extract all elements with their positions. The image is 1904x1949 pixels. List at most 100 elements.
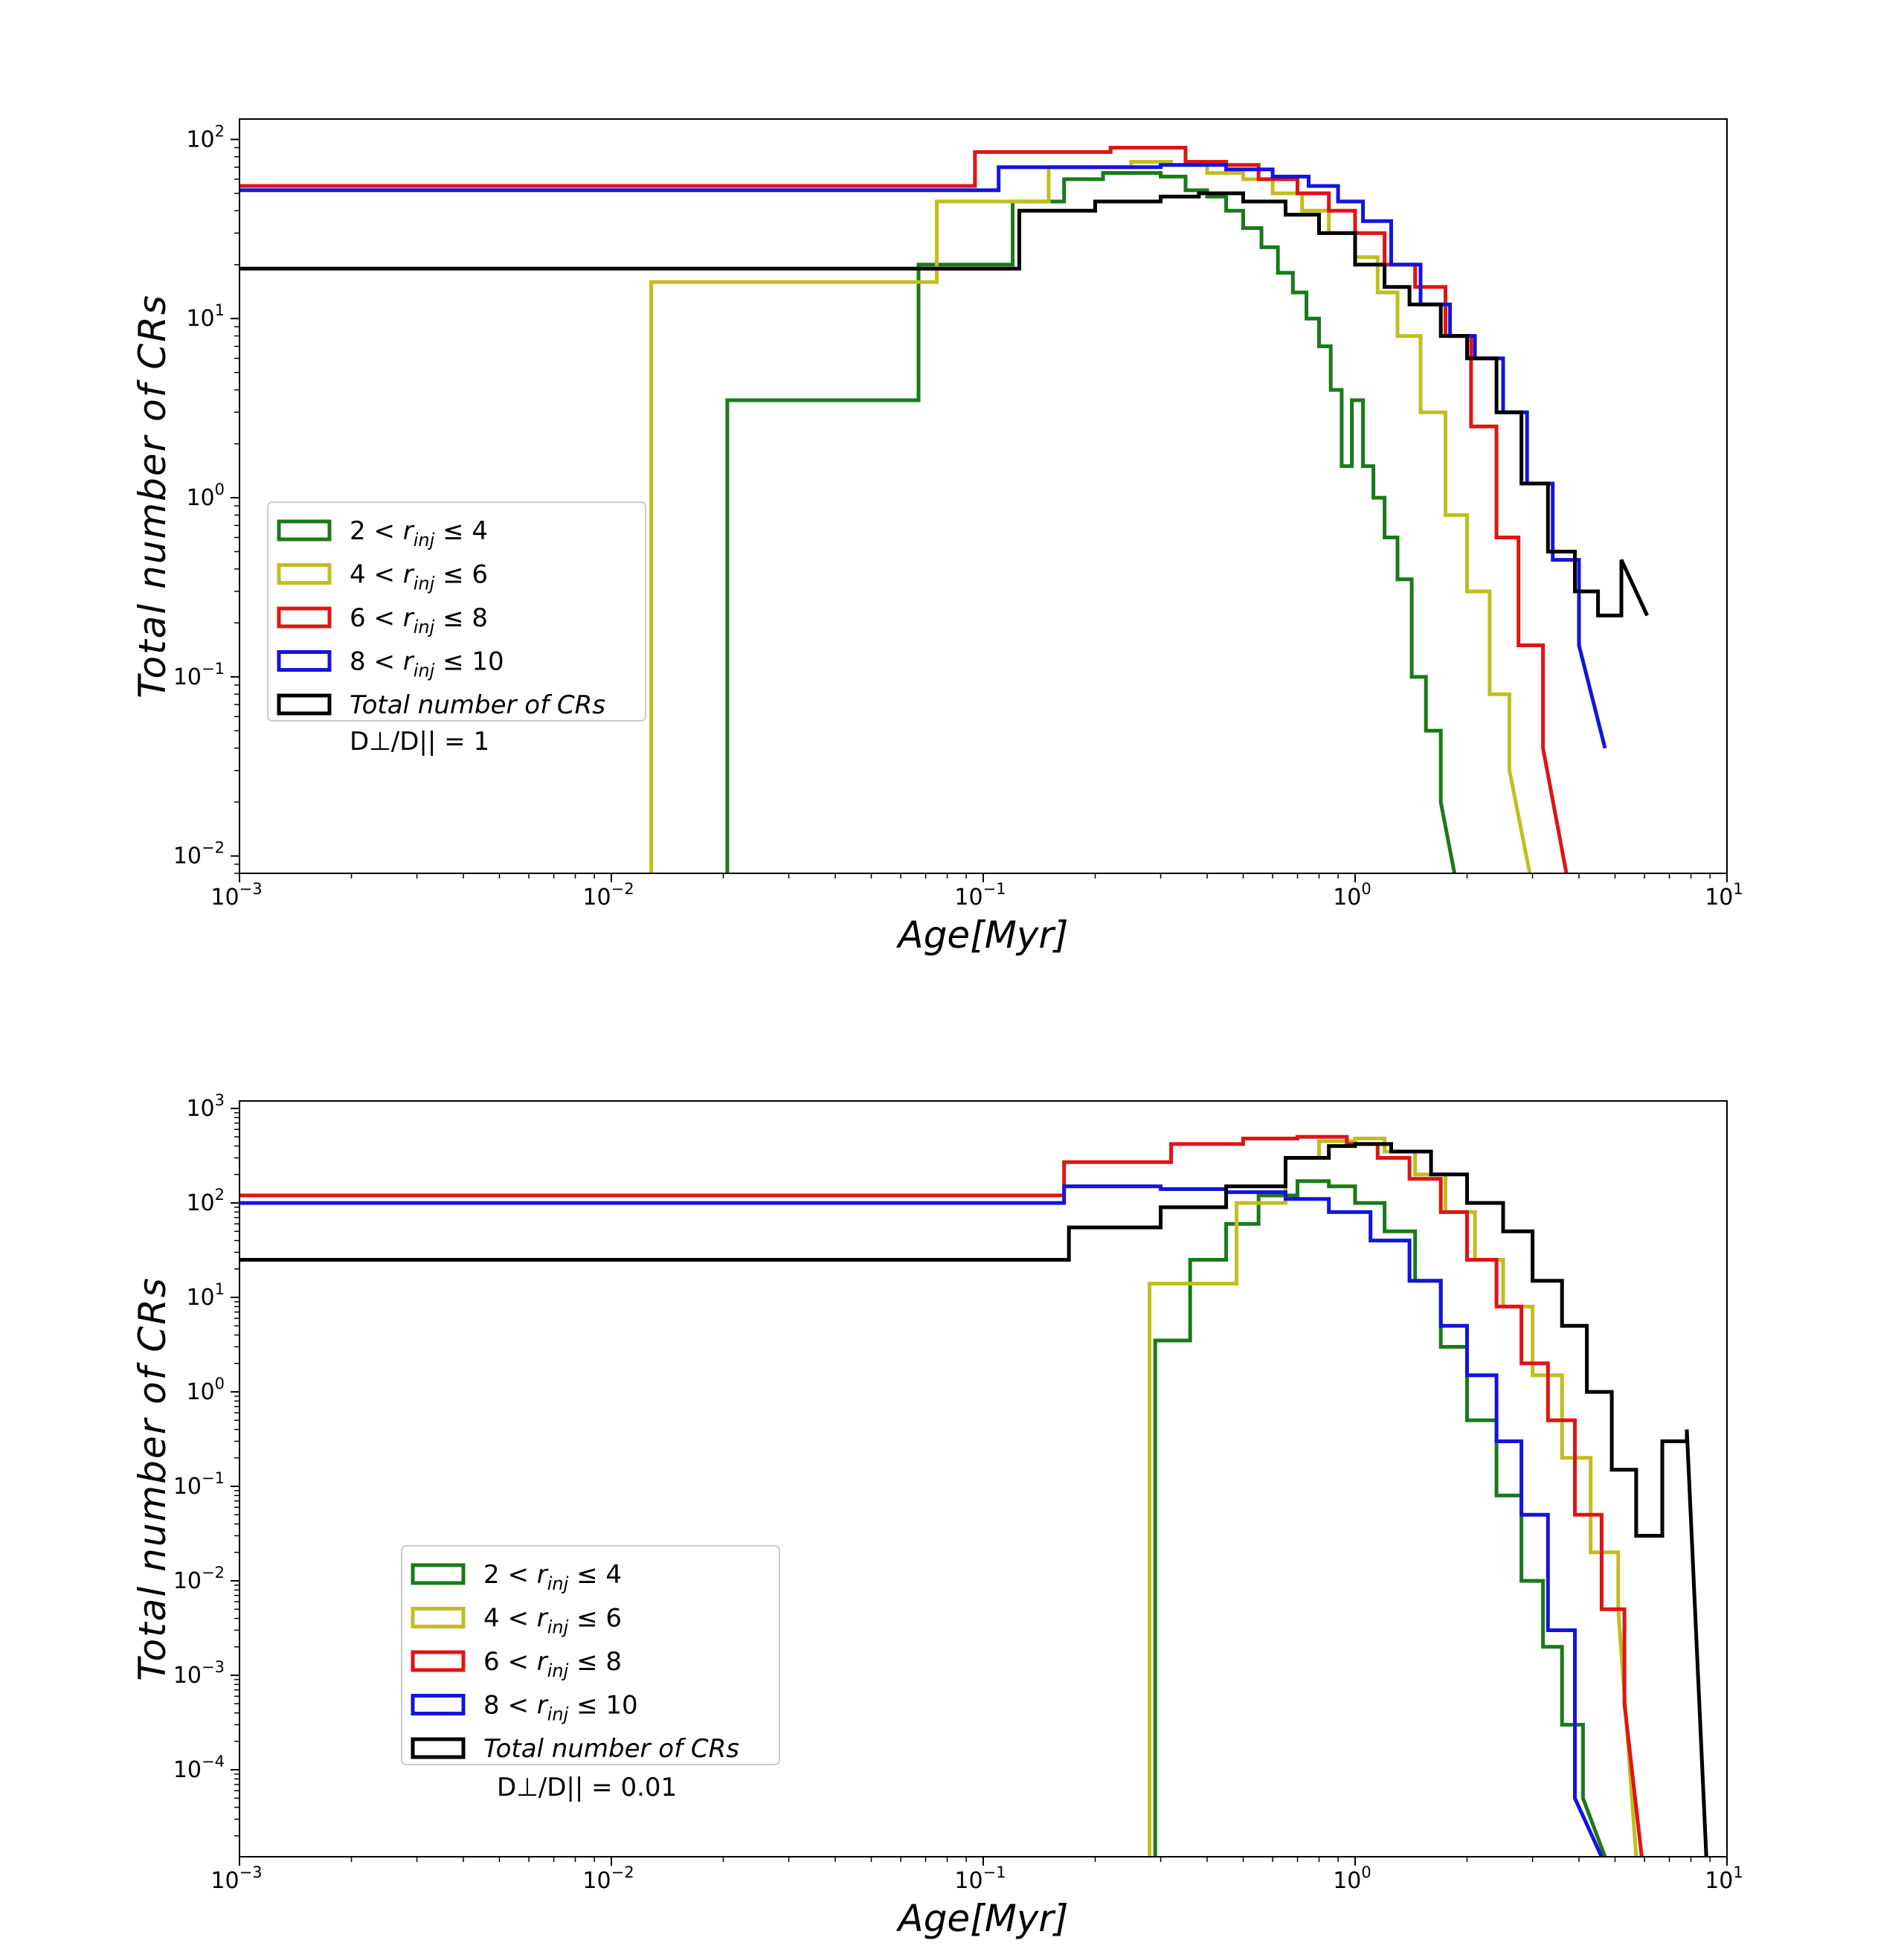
y-tick-label: 10−3 [173, 1658, 225, 1689]
legend-label-5: Total number of CRs [350, 690, 605, 720]
y-tick-label: 10−4 [173, 1753, 225, 1783]
legend-label-r: r [537, 1604, 549, 1634]
legend-swatch-3 [277, 606, 332, 629]
x-tick-label: 101 [1705, 1863, 1743, 1894]
x-axis-label: Age[Myr] [895, 1897, 1068, 1940]
x-tick-exp: 0 [1361, 880, 1371, 898]
y-tick-base: 10 [186, 126, 214, 152]
y-tick-label: 10−1 [173, 660, 225, 690]
y-tick-label: 101 [186, 1280, 225, 1311]
annotation: D⊥/D|| = 1 [350, 727, 489, 757]
y-tick-label: 102 [186, 1186, 225, 1216]
legend-swatch-2 [411, 1607, 466, 1628]
x-tick-exp: −2 [611, 880, 634, 898]
y-tick-label: 10−2 [173, 1564, 225, 1594]
y-tick-label: 100 [186, 1375, 225, 1405]
y-axis-label: Total number of CRs [131, 294, 174, 699]
legend-swatch-5 [277, 693, 332, 716]
y-tick-exp: 2 [215, 122, 225, 140]
legend-box [267, 501, 646, 722]
legend-label-sub: inj [414, 574, 435, 594]
legend-label-r: r [403, 560, 415, 590]
y-tick-base: 10 [173, 1568, 202, 1594]
legend-label-prefix: 2 < [483, 1560, 537, 1590]
x-tick-base: 10 [1333, 1868, 1361, 1894]
series-line-2 [1148, 1137, 1638, 1857]
legend-label-suffix: ≤ 6 [434, 560, 488, 590]
x-tick-base: 10 [582, 884, 611, 911]
legend-label-sub: inj [547, 1660, 569, 1681]
y-tick-base: 10 [173, 1757, 202, 1783]
y-tick-base: 10 [186, 1096, 214, 1122]
x-axis-label: Age[Myr] [895, 914, 1068, 957]
series-line-1 [725, 171, 1457, 873]
x-tick-base: 10 [954, 1868, 982, 1894]
x-tick-exp: −2 [611, 1863, 634, 1881]
y-tick-label: 10−1 [173, 1469, 225, 1500]
legend-label-3: 6 < rinj ≤ 8 [350, 603, 488, 638]
legend-label-prefix: 4 < [350, 560, 403, 590]
legend-label-4: 8 < rinj ≤ 10 [350, 647, 504, 681]
series-line-3 [239, 1134, 1644, 1857]
annotation: D⊥/D|| = 0.01 [497, 1773, 677, 1802]
x-tick-label: 101 [1705, 880, 1743, 911]
series-line-5 [239, 191, 1649, 617]
y-tick-exp: −2 [202, 1564, 225, 1582]
legend-label-suffix: ≤ 4 [568, 1560, 622, 1590]
y-tick-base: 10 [173, 664, 202, 690]
chart-panel-2: 10−3 10−2 10−1 100 10110310210110010−110−210… [131, 1091, 1743, 1940]
legend-label-sub: inj [414, 661, 435, 681]
y-tick-base: 10 [186, 1379, 214, 1405]
legend-label-sub: inj [547, 1617, 569, 1638]
x-tick-label: 10−1 [954, 880, 1006, 911]
x-tick-exp: −1 [983, 880, 1006, 898]
legend-label-prefix: 8 < [350, 647, 403, 677]
legend-label-r: r [403, 516, 415, 546]
legend: 2 < rinj ≤ 44 < rinj ≤ 66 < rinj ≤ 88 < … [401, 1545, 780, 1765]
legend-label-prefix: 8 < [483, 1691, 537, 1721]
legend-box [401, 1545, 780, 1765]
y-tick-base: 10 [186, 1285, 214, 1311]
x-tick-base: 10 [1705, 884, 1733, 911]
legend-label-suffix: ≤ 4 [434, 516, 488, 546]
legend-label-2: 4 < rinj ≤ 6 [350, 560, 488, 594]
y-tick-label: 102 [186, 122, 225, 152]
x-tick-exp: −3 [239, 880, 263, 898]
legend-label-4: 8 < rinj ≤ 10 [483, 1691, 638, 1725]
x-tick-label: 10−2 [582, 1863, 634, 1894]
x-tick-base: 10 [954, 884, 982, 911]
y-axis-label: Total number of CRs [131, 1277, 174, 1681]
legend-label-prefix: 4 < [483, 1604, 537, 1634]
legend: 2 < rinj ≤ 44 < rinj ≤ 66 < rinj ≤ 88 < … [267, 501, 646, 722]
legend-label-sub: inj [547, 1704, 569, 1725]
legend-label-suffix: ≤ 6 [568, 1604, 622, 1634]
x-tick-label: 100 [1333, 1863, 1371, 1894]
legend-label-1: 2 < rinj ≤ 4 [483, 1560, 622, 1594]
y-tick-exp: 1 [215, 1280, 225, 1298]
legend-label-5: Total number of CRs [483, 1734, 739, 1764]
x-tick-exp: 0 [1361, 1863, 1371, 1881]
y-tick-exp: −1 [202, 660, 225, 678]
legend-swatch-4 [277, 650, 332, 672]
y-tick-exp: 2 [215, 1186, 225, 1204]
x-tick-exp: 1 [1733, 880, 1743, 898]
legend-label-3: 6 < rinj ≤ 8 [483, 1647, 622, 1681]
x-tick-base: 10 [210, 1868, 239, 1894]
x-tick-base: 10 [582, 1868, 611, 1894]
series-group [239, 1134, 1708, 1857]
legend-swatch-3 [411, 1650, 466, 1672]
legend-label-prefix: 6 < [350, 603, 403, 633]
legend-label-r: r [537, 1691, 549, 1721]
x-tick-label: 100 [1333, 880, 1371, 911]
legend-label-r: r [537, 1560, 549, 1590]
x-tick-base: 10 [1333, 884, 1361, 911]
legend-label-sub: inj [414, 530, 435, 550]
x-tick-base: 10 [1705, 1868, 1733, 1894]
y-tick-label: 10−2 [173, 839, 225, 870]
chart-panel-1: 10−3 10−2 10−1 100 10110210110010−110−2Age[M… [131, 118, 1743, 957]
legend-label-r: r [403, 603, 415, 633]
y-tick-exp: 3 [215, 1091, 225, 1109]
legend-label-suffix: ≤ 10 [568, 1691, 637, 1721]
y-tick-exp: 0 [215, 1375, 225, 1393]
